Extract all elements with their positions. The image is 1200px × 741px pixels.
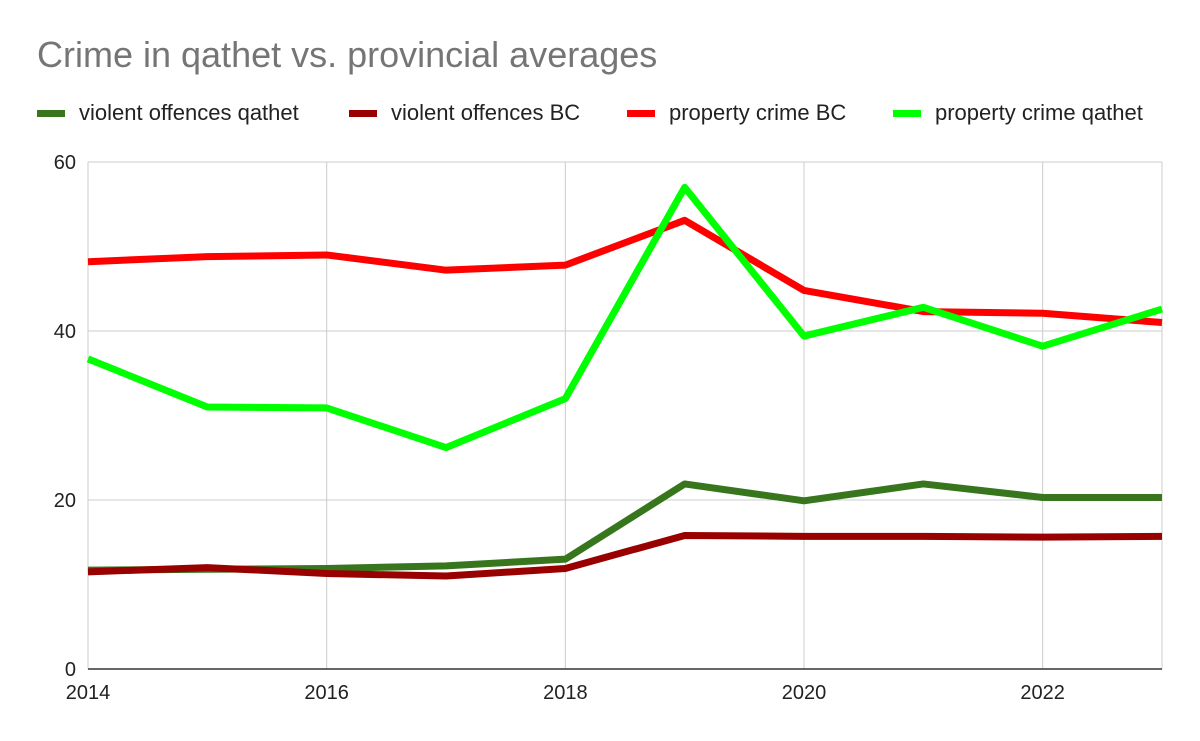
x-tick-label: 2016 bbox=[304, 682, 349, 704]
legend-item-property-crime-bc[interactable]: property crime BC bbox=[627, 98, 846, 128]
series-line-violent-offences-qathet[interactable] bbox=[87, 480, 1162, 574]
legend-swatch bbox=[349, 109, 377, 117]
legend-label: violent offences BC bbox=[391, 100, 581, 125]
legend-item-violent-offences-bc[interactable]: violent offences BC bbox=[349, 98, 580, 128]
series-lines bbox=[86, 183, 1164, 580]
legend-swatch bbox=[627, 109, 655, 117]
series-line-property-crime-bc[interactable] bbox=[87, 216, 1163, 327]
x-axis-ticks: 2014 2016 2018 2020 2022 bbox=[66, 682, 1065, 704]
legend-swatch bbox=[893, 109, 921, 117]
legend-item-property-crime-qathet[interactable]: property crime qathet bbox=[893, 98, 1143, 128]
x-tick-label: 2018 bbox=[543, 682, 588, 704]
legend-item-violent-offences-qathet[interactable]: violent offences qathet bbox=[37, 98, 299, 128]
series-line-violent-offences-bc[interactable] bbox=[87, 531, 1163, 580]
x-tick-label: 2020 bbox=[782, 682, 827, 704]
chart-title: Crime in qathet vs. provincial averages bbox=[37, 34, 658, 75]
y-axis-ticks: 0 20 40 60 bbox=[54, 152, 76, 681]
legend-label: property crime BC bbox=[669, 100, 847, 125]
y-tick-label: 40 bbox=[54, 321, 76, 343]
series-line-property-crime-qathet[interactable] bbox=[86, 183, 1164, 452]
gridlines bbox=[87, 161, 1163, 669]
legend-swatch bbox=[37, 109, 65, 117]
y-tick-label: 60 bbox=[54, 152, 76, 174]
x-tick-label: 2022 bbox=[1020, 682, 1065, 704]
y-tick-label: 0 bbox=[65, 659, 76, 681]
x-tick-label: 2014 bbox=[66, 682, 111, 704]
chart-legend: violent offences qathet violent offences… bbox=[0, 98, 1200, 128]
legend-label: property crime qathet bbox=[935, 100, 1143, 125]
legend-label: violent offences qathet bbox=[79, 100, 299, 125]
y-tick-label: 20 bbox=[54, 490, 76, 512]
